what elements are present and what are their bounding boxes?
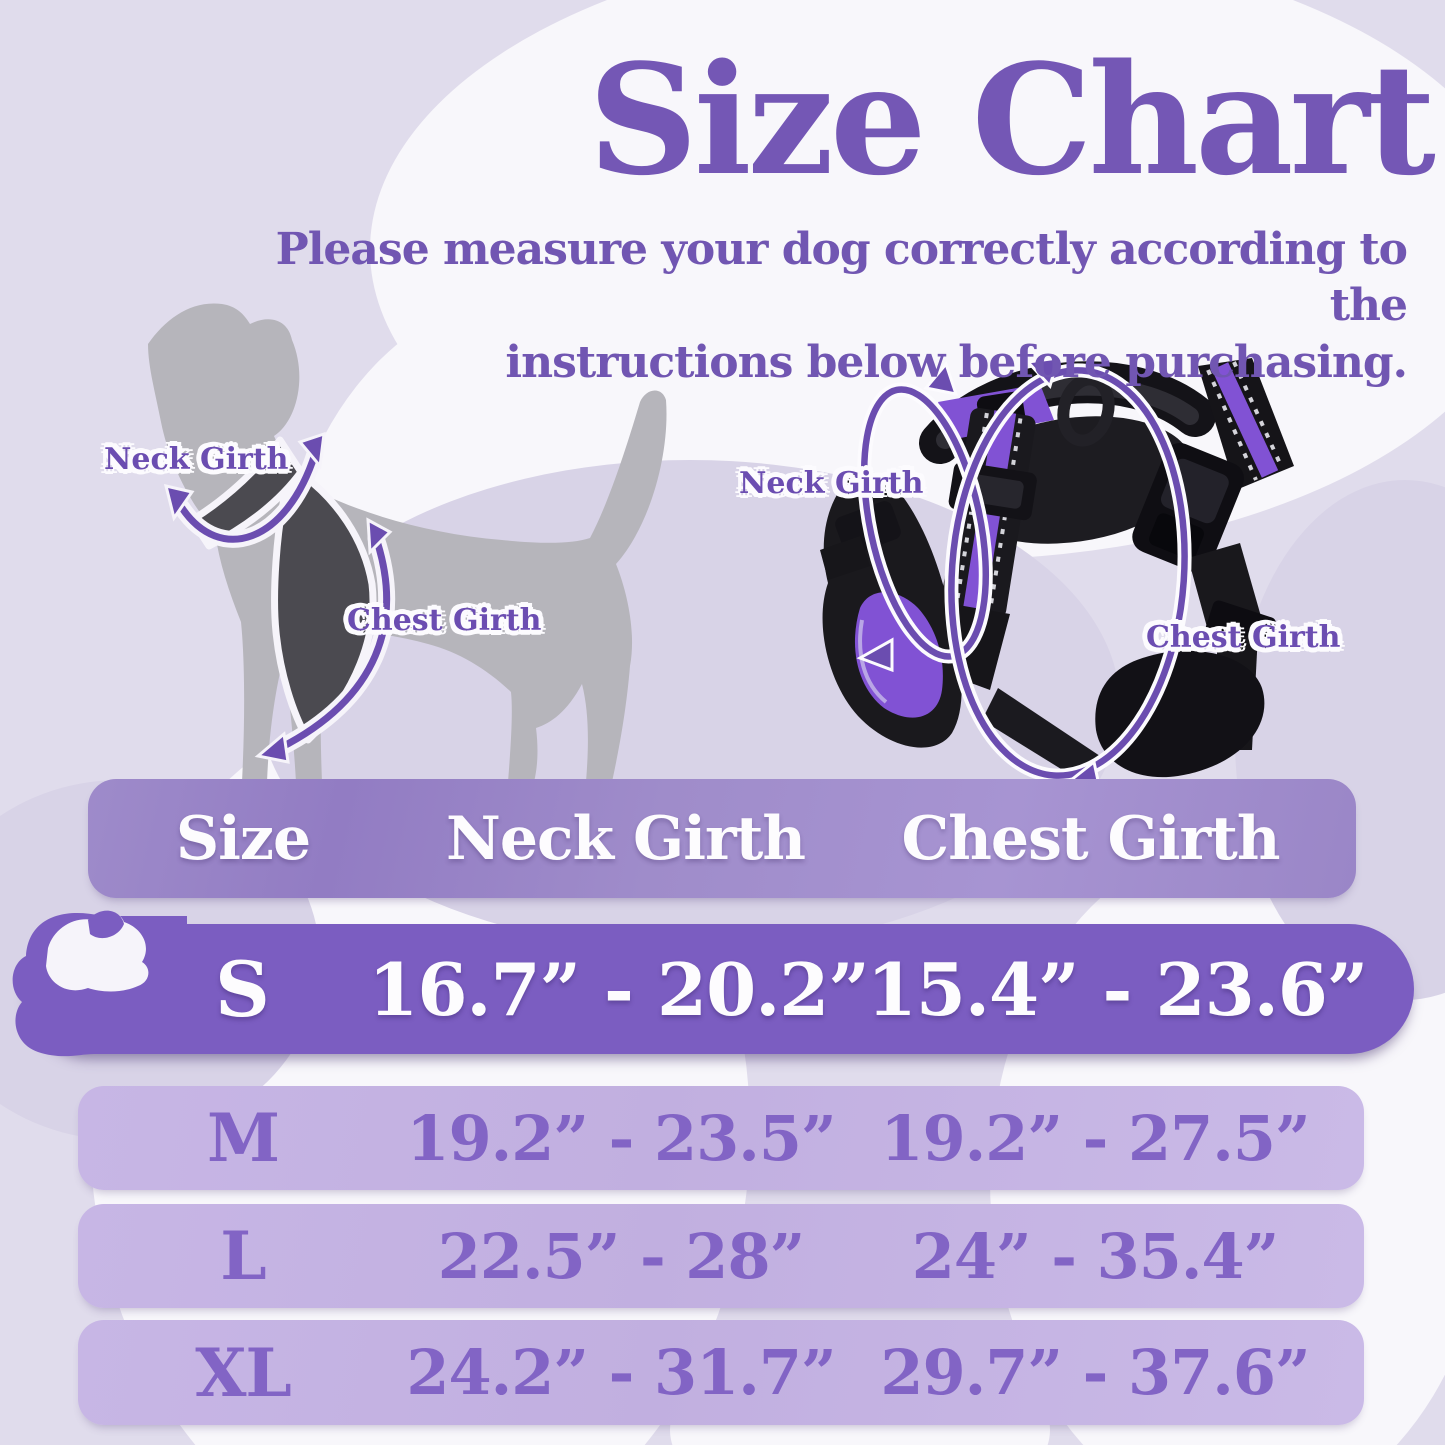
harness-photo-diagram bbox=[820, 358, 1294, 785]
column-header-size: Size bbox=[175, 803, 311, 874]
page-title: Size Chart bbox=[588, 30, 1436, 209]
subtitle-line-1: Please measure your dog correctly accord… bbox=[275, 224, 1408, 332]
harness-chest-girth-label: Chest Girth bbox=[1146, 620, 1341, 655]
row-l-size: L bbox=[220, 1217, 266, 1295]
row-s-neck-girth: 16.7” - 20.2” bbox=[368, 946, 870, 1032]
subtitle: Please measure your dog correctly accord… bbox=[257, 222, 1408, 391]
size-table-header: Size Neck Girth Chest Girth bbox=[88, 779, 1356, 898]
row-s-size: S bbox=[215, 944, 270, 1034]
column-header-neck-girth: Neck Girth bbox=[446, 803, 806, 874]
row-m-chest-girth: 19.2” - 27.5” bbox=[880, 1101, 1310, 1175]
row-xl-size: XL bbox=[195, 1333, 292, 1412]
row-m-neck-girth: 19.2” - 23.5” bbox=[406, 1101, 836, 1175]
dog-silhouette-diagram bbox=[148, 303, 667, 782]
table-row-xl: XL 24.2” - 31.7” 29.7” - 37.6” bbox=[78, 1320, 1364, 1425]
row-s-chest-girth: 15.4” - 23.6” bbox=[866, 946, 1369, 1032]
row-xl-neck-girth: 24.2” - 31.7” bbox=[406, 1336, 836, 1409]
dog-neck-girth-label: Neck Girth bbox=[104, 442, 289, 477]
column-header-chest-girth: Chest Girth bbox=[901, 803, 1281, 874]
subtitle-line-2: instructions below before purchasing. bbox=[505, 336, 1408, 388]
table-row-l: L 22.5” - 28” 24” - 35.4” bbox=[78, 1204, 1364, 1308]
table-row-m: M 19.2” - 23.5” 19.2” - 27.5” bbox=[78, 1086, 1364, 1190]
row-xl-chest-girth: 29.7” - 37.6” bbox=[880, 1336, 1310, 1409]
row-l-neck-girth: 22.5” - 28” bbox=[437, 1219, 806, 1293]
row-l-chest-girth: 24” - 35.4” bbox=[911, 1219, 1280, 1293]
row-m-size: M bbox=[206, 1099, 280, 1177]
dog-chest-girth-label: Chest Girth bbox=[347, 603, 542, 638]
table-row-s-highlighted: S 16.7” - 20.2” 15.4” - 23.6” bbox=[24, 924, 1414, 1054]
size-s-dog-badge bbox=[12, 910, 187, 1057]
harness-neck-girth-label: Neck Girth bbox=[739, 466, 924, 501]
